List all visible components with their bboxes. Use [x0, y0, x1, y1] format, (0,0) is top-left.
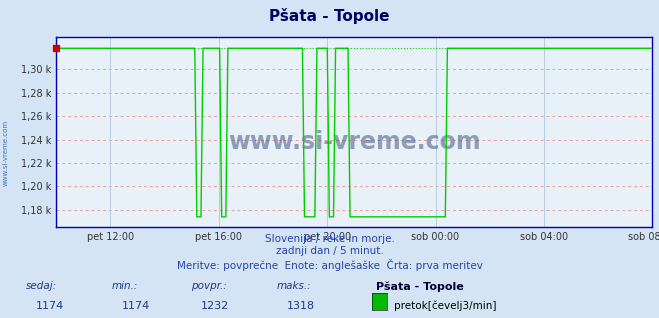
Text: 1174: 1174: [122, 301, 150, 310]
Text: maks.:: maks.:: [277, 281, 312, 291]
Text: 1232: 1232: [201, 301, 229, 310]
Text: pretok[čevelj3/min]: pretok[čevelj3/min]: [394, 301, 497, 311]
Text: Pšata - Topole: Pšata - Topole: [270, 8, 389, 24]
Text: 1174: 1174: [36, 301, 65, 310]
Text: Meritve: povprečne  Enote: anglešaške  Črta: prva meritev: Meritve: povprečne Enote: anglešaške Črt…: [177, 259, 482, 271]
Text: Slovenija / reke in morje.: Slovenija / reke in morje.: [264, 234, 395, 244]
Text: www.si-vreme.com: www.si-vreme.com: [2, 120, 9, 186]
Text: www.si-vreme.com: www.si-vreme.com: [228, 129, 480, 154]
Text: 1318: 1318: [287, 301, 315, 310]
Text: sedaj:: sedaj:: [26, 281, 57, 291]
Text: povpr.:: povpr.:: [191, 281, 227, 291]
Text: zadnji dan / 5 minut.: zadnji dan / 5 minut.: [275, 246, 384, 256]
Text: min.:: min.:: [112, 281, 138, 291]
Text: Pšata - Topole: Pšata - Topole: [376, 281, 463, 292]
